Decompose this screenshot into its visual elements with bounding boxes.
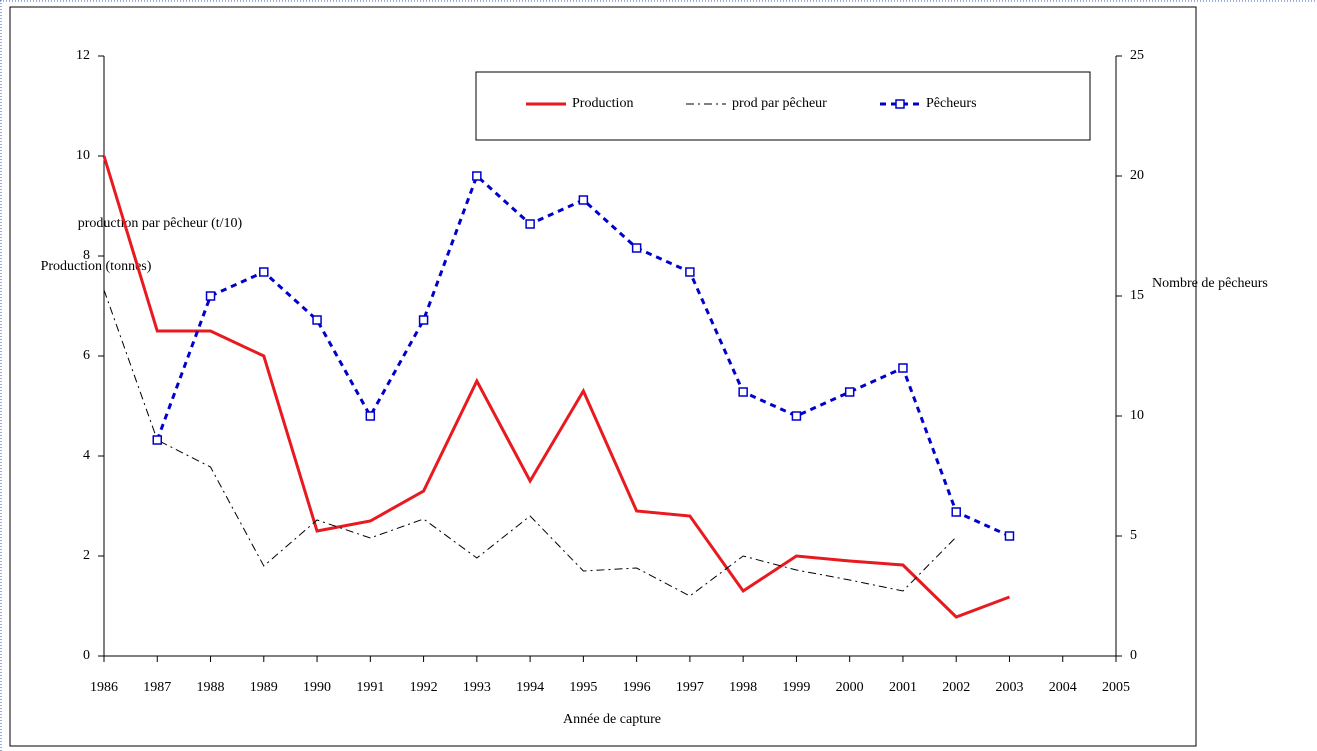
x-tick-label: 1996	[623, 680, 651, 695]
series-marker	[259, 267, 269, 277]
x-tick-label: 1993	[463, 680, 491, 695]
y2-tick-label: 5	[1130, 528, 1137, 543]
x-tick-label: 1997	[676, 680, 704, 695]
series-line	[103, 289, 957, 597]
series-marker	[631, 243, 642, 253]
x-tick-label: 1987	[143, 680, 171, 695]
legend-box	[475, 71, 1091, 141]
y-tick-label: 10	[76, 148, 90, 163]
x-tick-label: 1992	[410, 680, 438, 695]
series-marker	[1004, 531, 1015, 541]
series-line	[155, 173, 1011, 538]
x-tick-label: 2000	[836, 680, 864, 695]
series-marker	[685, 267, 695, 277]
y-axis-label: Production (tonnes)	[41, 259, 152, 274]
y2-tick-label: 0	[1130, 648, 1137, 663]
y2-tick-label: 25	[1130, 48, 1144, 63]
x-tick-label: 1991	[356, 680, 384, 695]
x-tick-label: 1995	[569, 680, 597, 695]
y-tick-label: 4	[83, 448, 90, 463]
series-line	[102, 155, 1010, 619]
series-marker	[791, 411, 802, 421]
series-marker	[418, 315, 429, 325]
y2-tick-label: 15	[1130, 288, 1144, 303]
x-tick-label: 1986	[90, 680, 118, 695]
series-marker	[738, 387, 748, 397]
y-tick-label: 0	[83, 648, 90, 663]
series-marker	[525, 219, 535, 229]
x-tick-label: 1988	[197, 680, 225, 695]
y2-axis-label: Nombre de pêcheurs	[1152, 276, 1268, 291]
legend-marker	[895, 99, 905, 109]
x-tick-label: 2004	[1049, 680, 1077, 695]
y-axis-label-secondary: production par pêcheur (t/10)	[78, 216, 243, 231]
series-marker	[312, 315, 322, 325]
legend-label: Production	[572, 96, 633, 111]
series-marker	[365, 411, 376, 421]
y2-tick-label: 20	[1130, 168, 1144, 183]
series-marker	[578, 195, 589, 205]
chart-frame	[9, 6, 1197, 747]
series-marker	[205, 291, 216, 301]
x-tick-label: 2003	[995, 680, 1023, 695]
y-tick-label: 6	[83, 348, 90, 363]
series-marker	[951, 507, 961, 517]
y-tick-label: 8	[83, 248, 90, 263]
legend-label: prod par pêcheur	[732, 96, 827, 111]
series-marker	[898, 363, 908, 373]
x-tick-label: 2002	[942, 680, 970, 695]
x-tick-label: 1990	[303, 680, 331, 695]
series-marker	[152, 435, 163, 445]
x-tick-label: 1999	[782, 680, 810, 695]
x-tick-label: 2001	[889, 680, 917, 695]
x-axis-label: Année de capture	[563, 712, 661, 727]
y-tick-label: 2	[83, 548, 90, 563]
legend-label: Pêcheurs	[926, 96, 977, 111]
series-marker	[472, 171, 482, 181]
x-tick-label: 2005	[1102, 680, 1130, 695]
x-tick-label: 1998	[729, 680, 757, 695]
x-tick-label: 1994	[516, 680, 544, 695]
series-marker	[844, 387, 855, 397]
y2-tick-label: 10	[1130, 408, 1144, 423]
x-tick-label: 1989	[250, 680, 278, 695]
y-tick-label: 12	[76, 48, 90, 63]
